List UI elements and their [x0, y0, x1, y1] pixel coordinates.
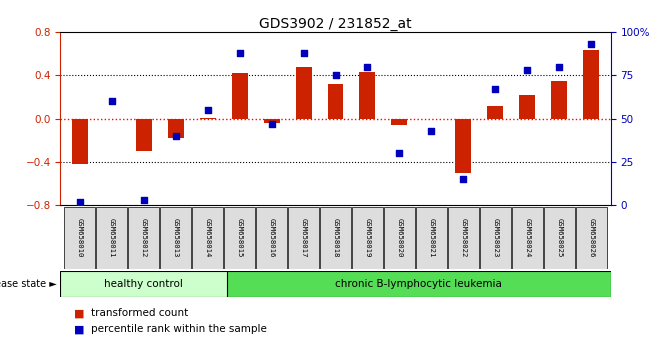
Text: GSM658025: GSM658025	[556, 218, 562, 258]
Bar	[384, 207, 415, 269]
Text: GSM658021: GSM658021	[429, 218, 434, 258]
Bar	[448, 207, 479, 269]
Text: GSM658026: GSM658026	[588, 218, 595, 258]
Point	[458, 176, 469, 182]
Bar	[288, 207, 319, 269]
Text: chronic B-lymphocytic leukemia: chronic B-lymphocytic leukemia	[336, 279, 502, 289]
Text: GSM658014: GSM658014	[205, 218, 211, 258]
Text: GSM658018: GSM658018	[333, 218, 338, 258]
Point	[394, 150, 405, 156]
Point	[362, 64, 373, 69]
Text: GSM658019: GSM658019	[364, 218, 370, 258]
Text: GSM658024: GSM658024	[525, 218, 531, 258]
Bar	[136, 119, 152, 151]
Bar	[360, 72, 376, 119]
Bar	[327, 84, 344, 119]
Text: transformed count: transformed count	[91, 308, 188, 318]
Bar	[224, 207, 255, 269]
Bar	[480, 207, 511, 269]
Text: ■: ■	[74, 308, 85, 318]
Bar	[64, 207, 95, 269]
Point	[586, 41, 597, 47]
Bar	[320, 207, 351, 269]
Bar	[199, 118, 215, 119]
Bar	[487, 105, 503, 119]
Bar	[96, 207, 127, 269]
Title: GDS3902 / 231852_at: GDS3902 / 231852_at	[259, 17, 412, 31]
Point	[490, 86, 501, 92]
Bar	[168, 119, 184, 138]
Point	[74, 199, 85, 205]
Text: healthy control: healthy control	[104, 279, 183, 289]
Point	[202, 107, 213, 113]
Point	[234, 50, 245, 56]
Bar	[552, 81, 568, 119]
Point	[266, 121, 277, 127]
Bar	[227, 271, 611, 297]
Text: GSM658023: GSM658023	[493, 218, 499, 258]
Text: disease state ►: disease state ►	[0, 279, 57, 289]
Bar	[544, 207, 575, 269]
Bar	[512, 207, 543, 269]
Text: GSM658022: GSM658022	[460, 218, 466, 258]
Point	[426, 128, 437, 133]
Bar	[352, 207, 383, 269]
Bar	[160, 207, 191, 269]
Point	[138, 197, 149, 203]
Bar	[128, 207, 159, 269]
Bar	[295, 67, 311, 119]
Point	[106, 98, 117, 104]
Point	[554, 64, 565, 69]
Point	[298, 50, 309, 56]
Text: GSM658017: GSM658017	[301, 218, 307, 258]
Bar	[192, 207, 223, 269]
Text: ■: ■	[74, 324, 85, 334]
Bar	[72, 119, 88, 164]
Text: GSM658020: GSM658020	[397, 218, 403, 258]
Bar	[231, 73, 248, 119]
Bar	[583, 50, 599, 119]
Text: GSM658011: GSM658011	[109, 218, 115, 258]
Text: GSM658015: GSM658015	[237, 218, 242, 258]
Bar	[456, 119, 472, 173]
Bar	[264, 119, 280, 123]
Text: GSM658010: GSM658010	[76, 218, 83, 258]
Bar	[519, 95, 535, 119]
Text: GSM658013: GSM658013	[172, 218, 178, 258]
Bar	[60, 271, 227, 297]
Point	[170, 133, 181, 139]
Text: GSM658016: GSM658016	[268, 218, 274, 258]
Text: percentile rank within the sample: percentile rank within the sample	[91, 324, 266, 334]
Bar	[416, 207, 447, 269]
Bar	[576, 207, 607, 269]
Bar	[256, 207, 287, 269]
Text: GSM658012: GSM658012	[140, 218, 146, 258]
Point	[522, 67, 533, 73]
Point	[330, 73, 341, 78]
Bar	[391, 119, 407, 125]
